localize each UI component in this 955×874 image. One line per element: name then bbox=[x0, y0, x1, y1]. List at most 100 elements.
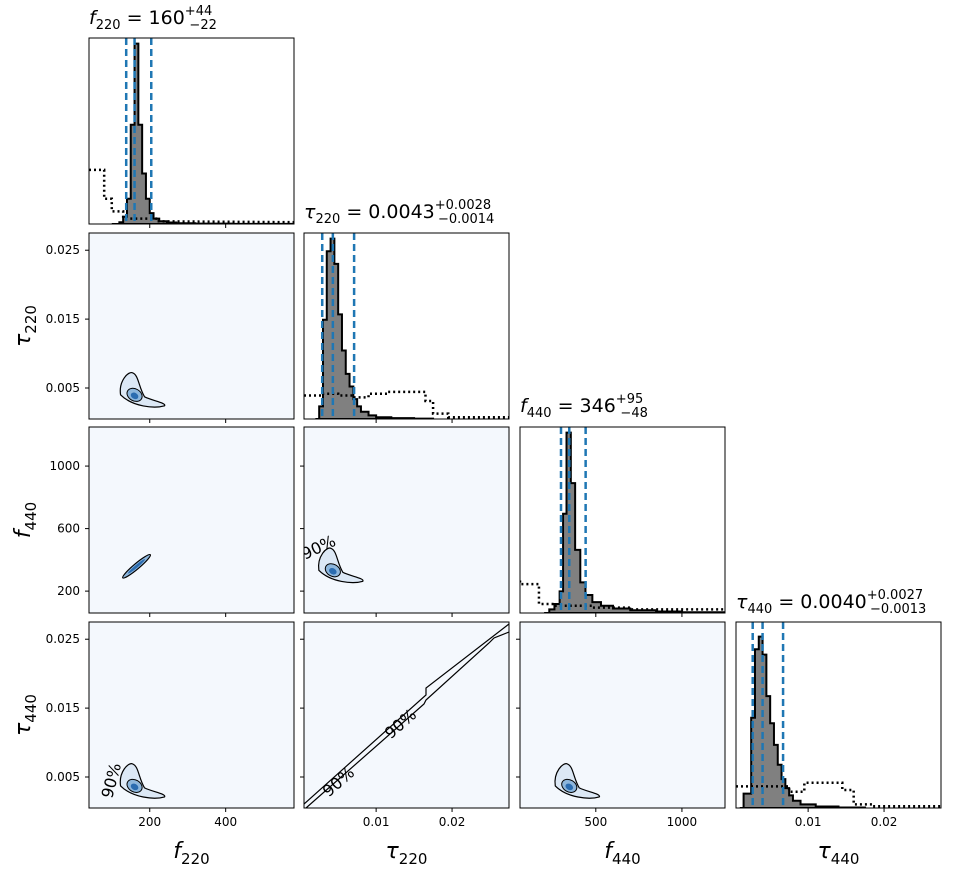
title-symbol: f bbox=[89, 7, 99, 29]
x-tick-label: 200 bbox=[138, 815, 161, 829]
y-tick-label: 0.005 bbox=[46, 770, 80, 784]
diag-panel-tau440 bbox=[736, 622, 941, 808]
x-tick-label: 0.02 bbox=[871, 815, 898, 829]
density-core bbox=[329, 568, 337, 575]
density-core bbox=[128, 559, 146, 574]
posterior-histogram bbox=[111, 42, 294, 224]
density-core bbox=[565, 783, 574, 791]
contour-90-upper bbox=[304, 623, 509, 805]
diag-panel-tau220 bbox=[304, 233, 509, 419]
density-core bbox=[130, 783, 139, 791]
y-tick-label: 0.015 bbox=[46, 312, 80, 326]
diag-panel-f440 bbox=[520, 427, 725, 613]
panel-title-f440: f440 = 346+95 −48 bbox=[520, 392, 648, 421]
axis-label-sub: 220 bbox=[22, 305, 40, 334]
x-axis-label-f440: f440 bbox=[604, 839, 640, 868]
panel-frame bbox=[735, 621, 942, 809]
y-tick-label: 1000 bbox=[49, 459, 80, 473]
title-value: = 0.0043 bbox=[340, 201, 434, 223]
axis-label-sub: 220 bbox=[181, 850, 210, 868]
title-sub: 220 bbox=[315, 212, 340, 227]
title-plus: +95 bbox=[616, 392, 643, 407]
axis-label-base: f bbox=[11, 527, 36, 538]
y-tick-label: 600 bbox=[57, 522, 80, 536]
axis-label-base: τ bbox=[11, 333, 36, 347]
density-panel-tau220-tau440: 90%90% bbox=[304, 622, 509, 808]
axis-label-base: τ bbox=[11, 722, 36, 736]
density-background bbox=[89, 427, 294, 613]
axis-label-base: f bbox=[173, 839, 184, 864]
title-symbol: τ bbox=[304, 201, 316, 223]
panel-frame bbox=[88, 426, 295, 614]
diag-panel-f220 bbox=[89, 38, 294, 224]
density-panel-f220-tau440: 90% bbox=[89, 622, 294, 808]
y-tick-label: 0.025 bbox=[46, 632, 80, 646]
panel-title-tau220: τ220 = 0.0043+0.0028 −0.0014 bbox=[304, 198, 494, 227]
panel-frame bbox=[88, 37, 295, 225]
title-value: = 0.0040 bbox=[772, 591, 866, 613]
title-sub: 440 bbox=[527, 406, 552, 421]
posterior-histogram bbox=[739, 635, 867, 808]
y-axis-label-f440: f440 bbox=[11, 502, 40, 538]
axis-label-sub: 220 bbox=[399, 850, 428, 868]
title-sub: 220 bbox=[96, 18, 121, 33]
prior-histogram bbox=[520, 580, 725, 611]
axis-label-sub: 440 bbox=[612, 850, 641, 868]
x-tick-label: 0.01 bbox=[795, 815, 822, 829]
density-background bbox=[520, 622, 725, 808]
title-plus: +0.0027 bbox=[867, 588, 923, 603]
title-plus: +44 bbox=[185, 4, 212, 19]
density-panel-tau220-f440: 90% bbox=[304, 427, 509, 613]
density-panel-f440-tau440 bbox=[520, 622, 725, 808]
x-tick-label: 400 bbox=[214, 815, 237, 829]
axis-label-base: τ bbox=[818, 839, 832, 864]
panel-frame bbox=[303, 426, 510, 614]
contour-90-lower bbox=[305, 631, 509, 808]
panel-frame bbox=[88, 621, 295, 809]
axis-label-sub: 440 bbox=[22, 694, 40, 723]
y-axis-label-tau220: τ220 bbox=[11, 305, 40, 347]
axis-label-sub: 440 bbox=[22, 502, 40, 531]
title-symbol: f bbox=[520, 395, 530, 417]
title-sub: 440 bbox=[747, 602, 772, 617]
title-minus: −0.0013 bbox=[870, 602, 926, 617]
title-minus: −0.0014 bbox=[438, 212, 494, 227]
x-tick-label: 1000 bbox=[667, 815, 698, 829]
title-plus: +0.0028 bbox=[435, 198, 491, 213]
x-tick-label: 0.01 bbox=[363, 815, 390, 829]
y-tick-label: 200 bbox=[57, 584, 80, 598]
y-tick-label: 0.015 bbox=[46, 701, 80, 715]
prior-histogram bbox=[89, 168, 294, 224]
axis-label-base: f bbox=[604, 839, 615, 864]
density-background bbox=[304, 427, 509, 613]
panel-frame bbox=[303, 621, 510, 809]
panel-title-f220: f220 = 160+44 −22 bbox=[89, 4, 217, 33]
density-panel-f220-f440 bbox=[89, 427, 294, 613]
y-axis-label-tau440: τ440 bbox=[11, 694, 40, 736]
x-axis-label-tau440: τ440 bbox=[818, 839, 860, 868]
density-panel-f220-tau220 bbox=[89, 233, 294, 419]
panel-frame bbox=[88, 232, 295, 420]
posterior-histogram bbox=[544, 431, 725, 613]
title-minus: −22 bbox=[189, 18, 216, 33]
title-symbol: τ bbox=[736, 591, 748, 613]
title-value: = 160 bbox=[121, 7, 185, 29]
y-tick-label: 0.005 bbox=[46, 381, 80, 395]
x-axis-label-f220: f220 bbox=[173, 839, 209, 868]
x-tick-label: 0.02 bbox=[439, 815, 466, 829]
x-tick-label: 500 bbox=[584, 815, 607, 829]
posterior-histogram bbox=[315, 237, 435, 419]
y-tick-label: 0.025 bbox=[46, 243, 80, 257]
x-axis-label-tau220: τ220 bbox=[386, 839, 428, 868]
density-background bbox=[304, 622, 509, 808]
panel-title-tau440: τ440 = 0.0040+0.0027 −0.0013 bbox=[736, 588, 926, 617]
title-minus: −48 bbox=[620, 406, 647, 421]
panel-frame bbox=[303, 232, 510, 420]
density-core bbox=[130, 392, 139, 400]
panel-frame bbox=[519, 426, 726, 614]
axis-label-base: τ bbox=[386, 839, 400, 864]
axis-label-sub: 440 bbox=[831, 850, 860, 868]
title-value: = 346 bbox=[552, 395, 616, 417]
panel-frame bbox=[519, 621, 726, 809]
